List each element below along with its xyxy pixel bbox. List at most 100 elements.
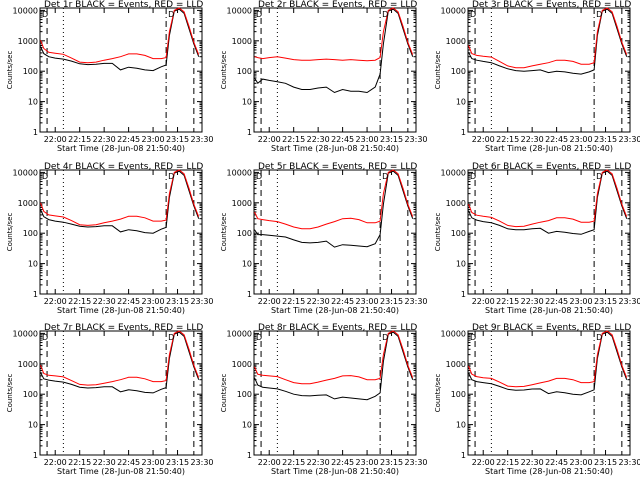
y-tick-label: 1 [33,290,38,299]
y-axis-label: Counts/sec [434,374,442,413]
marker-label-right: D [382,10,388,19]
y-tick-label: 10000 [227,168,252,177]
marker-label-right: D [168,333,174,342]
x-tick-label: 22:15 [68,297,91,306]
x-tick-label: 22:15 [496,458,519,467]
x-tick-label: 22:30 [93,458,116,467]
y-tick-label: 10000 [227,6,252,15]
y-tick-label: 1 [247,290,252,299]
x-tick-label: 23:15 [380,135,403,144]
y-axis-label: Counts/sec [6,213,14,252]
x-tick-label: 23:15 [166,297,189,306]
series-line-lld [468,169,628,228]
x-tick-label: 22:15 [282,135,305,144]
series-line-events [40,331,200,394]
plot-frame [39,330,203,456]
plot-frame [253,330,417,456]
y-tick-label: 1 [33,128,38,137]
x-tick-label: 22:15 [282,458,305,467]
x-tick-label: 23:30 [404,297,427,306]
y-tick-label: 10 [456,260,466,269]
marker-label-left: D [42,172,48,181]
x-axis-label: Start Time (28-Jun-08 21:50:40) [57,306,185,315]
chart-title: Det 1r BLACK = Events, RED = LLD [44,0,203,10]
chart-panel: Det 9r BLACK = Events, RED = LLD 1 10 100 10… [434,323,640,476]
series-line-lld [40,169,200,226]
x-tick-label: 22:00 [258,458,281,467]
x-axis-label: Start Time (28-Jun-08 21:50:40) [271,467,399,476]
chart-panel: Det 3r BLACK = Events, RED = LLD 1 10 100 10… [434,0,640,153]
x-tick-label: 23:30 [190,458,213,467]
marker-label-right: D [168,172,174,181]
y-axis-label: Counts/sec [434,213,442,252]
y-tick-label: 10 [28,260,38,269]
x-tick-label: 23:30 [618,297,640,306]
x-tick-label: 22:00 [44,297,67,306]
y-tick-label: 1000 [446,37,466,46]
chart-title: Det 2r BLACK = Events, RED = LLD [258,0,417,10]
y-tick-label: 1 [461,128,466,137]
chart-title: Det 9r BLACK = Events, RED = LLD [472,323,631,333]
marker-label-left: D [256,10,262,19]
chart-title: Det 5r BLACK = Events, RED = LLD [258,162,417,172]
x-tick-label: 23:30 [618,135,640,144]
x-tick-label: 23:30 [618,458,640,467]
series-line-lld [468,330,628,388]
x-tick-label: 22:15 [68,135,91,144]
x-tick-label: 22:30 [93,135,116,144]
x-tick-label: 22:45 [117,135,140,144]
x-tick-label: 22:45 [117,458,140,467]
chart-title: Det 6r BLACK = Events, RED = LLD [472,162,631,172]
y-tick-label: 10000 [441,6,466,15]
x-tick-label: 22:30 [307,458,330,467]
series-line-events [468,170,628,235]
x-tick-label: 23:00 [570,297,593,306]
x-tick-label: 23:15 [166,135,189,144]
x-tick-label: 22:45 [331,297,354,306]
x-tick-label: 23:00 [570,458,593,467]
marker-label-left: D [256,333,262,342]
x-tick-label: 23:15 [166,458,189,467]
x-tick-label: 23:15 [594,297,617,306]
x-tick-label: 23:15 [594,458,617,467]
chart-title: Det 7r BLACK = Events, RED = LLD [44,323,203,333]
marker-label-left: D [470,333,476,342]
chart-panel: Det 6r BLACK = Events, RED = LLD 1 10 100 10… [434,162,640,315]
y-tick-label: 1000 [18,199,38,208]
plot-frame [39,7,203,133]
y-axis-label: Counts/sec [434,51,442,90]
chart-panel: Det 2r BLACK = Events, RED = LLD 1 10 100 10… [220,0,428,153]
x-tick-label: 22:30 [307,135,330,144]
series-line-events [40,170,200,234]
series-line-events [468,331,628,396]
y-tick-label: 100 [23,67,38,76]
x-tick-label: 23:30 [404,458,427,467]
x-tick-label: 22:45 [545,458,568,467]
chart-panel: Det 5r BLACK = Events, RED = LLD 1 10 100 10… [220,162,428,315]
y-axis-label: Counts/sec [220,51,228,90]
marker-label-right: D [168,10,174,19]
y-tick-label: 1000 [18,37,38,46]
x-axis-label: Start Time (28-Jun-08 21:50:40) [57,144,185,153]
series-line-events [468,8,628,75]
chart-panel: Det 7r BLACK = Events, RED = LLD 1 10 100 10… [6,323,214,476]
x-tick-label: 22:15 [282,297,305,306]
y-tick-label: 100 [451,229,466,238]
x-tick-label: 22:45 [117,297,140,306]
y-tick-label: 100 [23,390,38,399]
y-tick-label: 1000 [232,360,252,369]
y-axis-label: Counts/sec [6,51,14,90]
series-line-lld [254,169,414,230]
chart-title: Det 3r BLACK = Events, RED = LLD [472,0,631,10]
y-tick-label: 100 [237,390,252,399]
marker-label-left: D [42,333,48,342]
y-tick-label: 10 [456,421,466,430]
x-tick-label: 22:30 [93,297,116,306]
x-tick-label: 23:15 [594,135,617,144]
x-tick-label: 23:00 [356,135,379,144]
y-tick-label: 10000 [227,329,252,338]
x-tick-label: 23:15 [380,458,403,467]
series-line-lld [468,7,628,69]
